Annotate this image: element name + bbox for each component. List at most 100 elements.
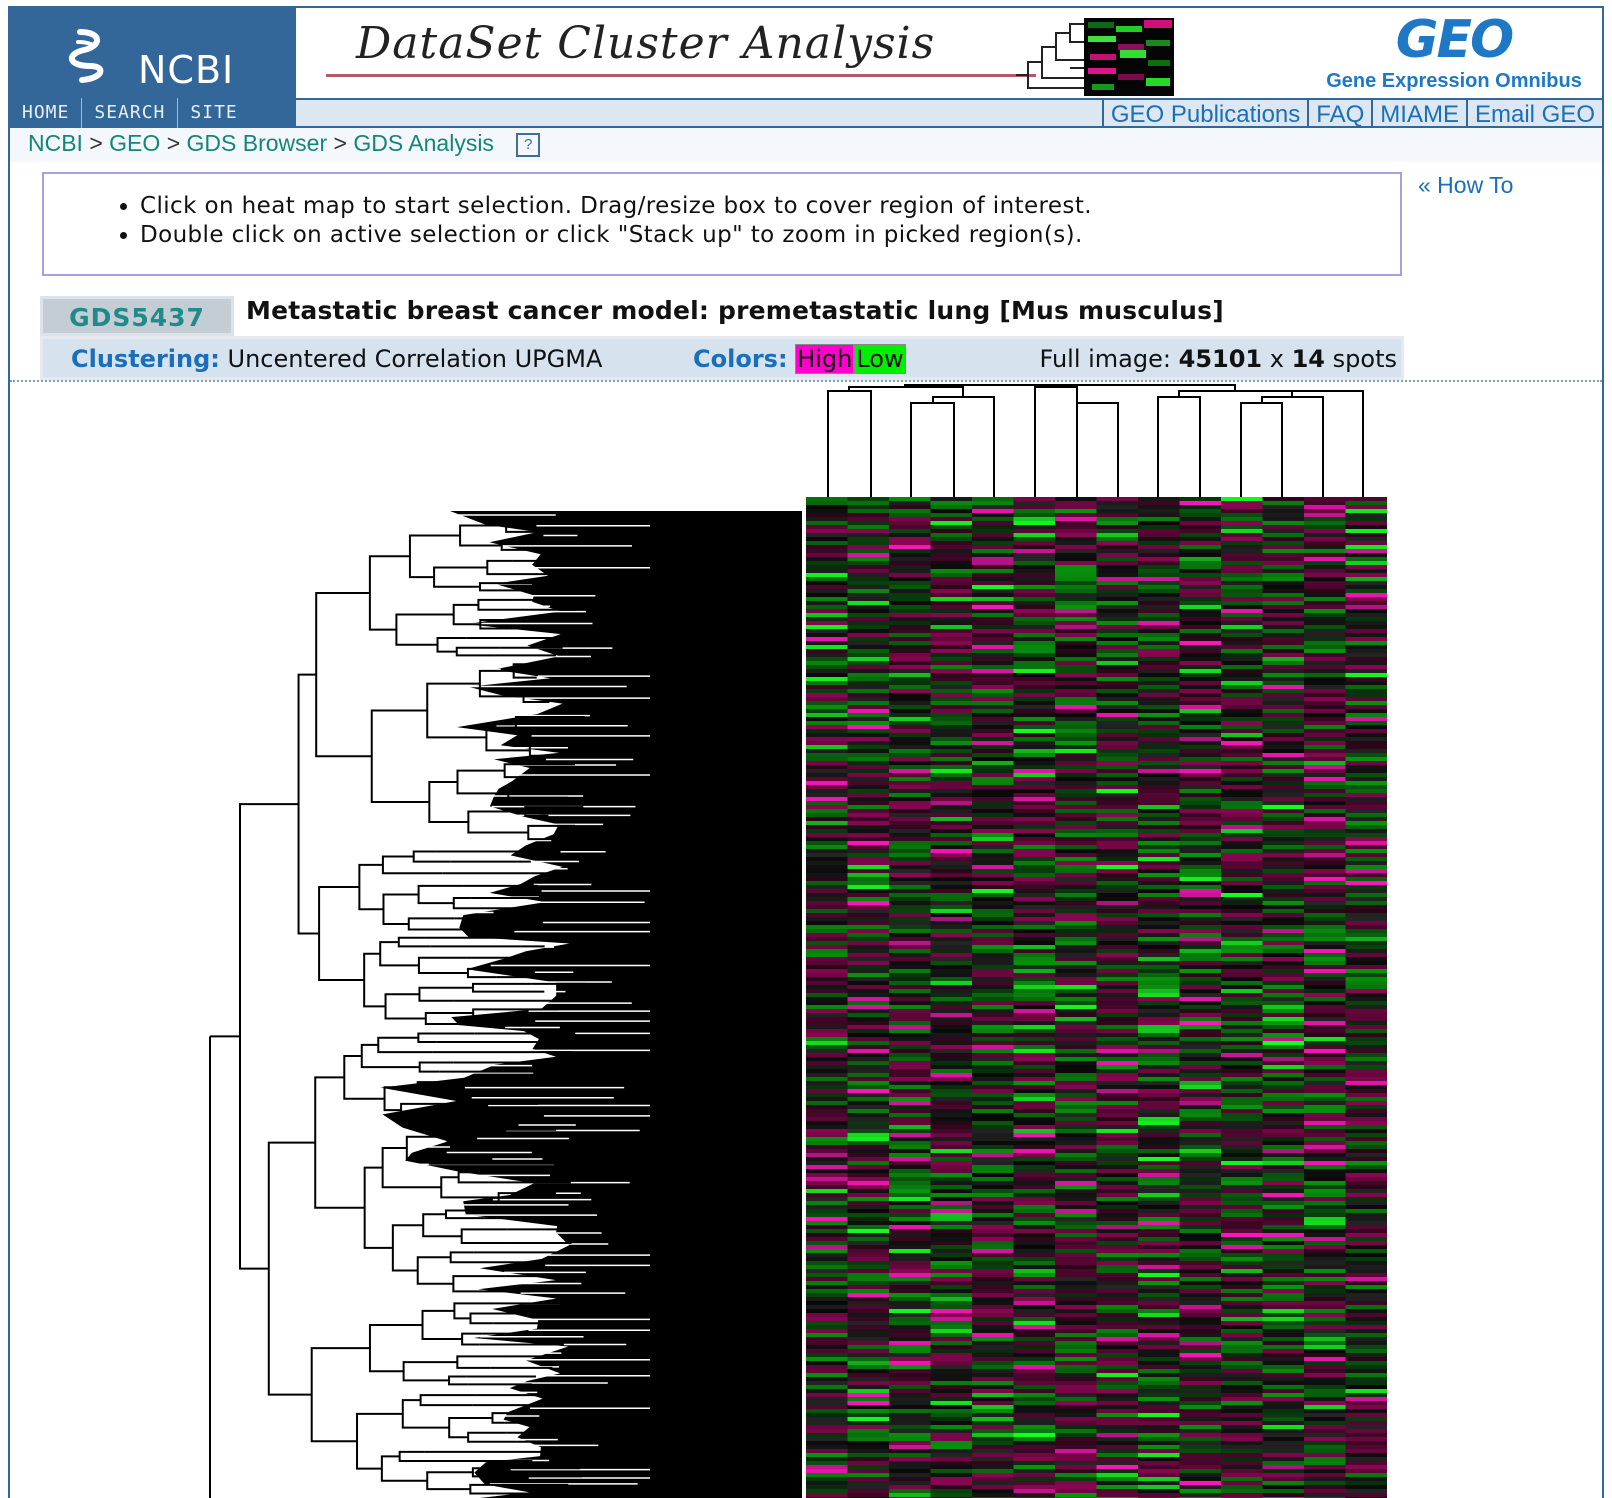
- heatmap-cell: [1096, 581, 1138, 585]
- heatmap-cell: [1221, 1361, 1263, 1365]
- heatmap-cell: [1055, 981, 1097, 985]
- heatmap-cell: [1221, 1017, 1263, 1021]
- link-faq[interactable]: FAQ: [1307, 100, 1371, 128]
- heatmap-cell: [930, 1053, 972, 1057]
- color-high-swatch[interactable]: High: [795, 344, 855, 374]
- heatmap-cell: [1221, 549, 1263, 553]
- heatmap-cell: [1138, 533, 1180, 537]
- ncbi-logo-block[interactable]: NCBI: [10, 8, 296, 98]
- heatmap-cell: [1179, 637, 1221, 641]
- heatmap-cell: [1179, 693, 1221, 697]
- heatmap-cell: [1221, 1389, 1263, 1393]
- heatmap-cell: [1345, 989, 1387, 993]
- nav-search[interactable]: SEARCH: [82, 98, 179, 128]
- geo-logo[interactable]: GEO Gene Expression Omnibus: [1324, 10, 1584, 98]
- heatmap-cell: [889, 525, 931, 529]
- how-to-link[interactable]: « How To: [1418, 172, 1514, 198]
- heatmap-cell: [1179, 941, 1221, 945]
- heatmap-cell: [889, 713, 931, 717]
- heatmap-cell: [972, 1389, 1014, 1393]
- nav-home[interactable]: HOME: [10, 98, 83, 128]
- heatmap-cell: [889, 1425, 931, 1429]
- heatmap-cell: [930, 873, 972, 877]
- heatmap-cell: [1304, 1217, 1346, 1221]
- heatmap-cell: [1304, 1373, 1346, 1377]
- heatmap-cell: [806, 501, 848, 505]
- heatmap-cell: [806, 1273, 848, 1277]
- link-geo-publications[interactable]: GEO Publications: [1101, 100, 1307, 128]
- heatmap-cell: [930, 541, 972, 545]
- heatmap-cell: [1345, 657, 1387, 661]
- heatmap-cell: [1138, 1401, 1180, 1405]
- heatmap-cell: [1179, 1317, 1221, 1321]
- heatmap-cell: [1138, 853, 1180, 857]
- heatmap-cell: [1262, 1177, 1304, 1181]
- heatmap-cell: [930, 529, 972, 533]
- row-branch: [449, 1251, 485, 1264]
- nav-site-map[interactable]: SITE MAP: [190, 102, 238, 153]
- heatmap-cell: [806, 961, 848, 965]
- banner: DataSet Cluster Analysis GEO Gene Expres…: [296, 8, 1602, 98]
- help-icon[interactable]: ?: [516, 133, 541, 157]
- heatmap-cell: [1262, 1405, 1304, 1409]
- heatmap-cell: [1262, 1033, 1304, 1037]
- heatmap-cell: [847, 989, 889, 993]
- heatmap-cell: [1013, 681, 1055, 685]
- link-email-geo[interactable]: Email GEO: [1465, 100, 1602, 128]
- heatmap-cell: [1304, 601, 1346, 605]
- heatmap-cell: [1179, 877, 1221, 881]
- clustering-value[interactable]: Uncentered Correlation UPGMA: [227, 345, 603, 373]
- heatmap-cell: [972, 1081, 1014, 1085]
- crumb-geo[interactable]: GEO: [109, 130, 161, 156]
- heatmap-cell: [1262, 873, 1304, 877]
- cluster-plot[interactable]: [10, 383, 1602, 1498]
- heatmap-cell: [1096, 733, 1138, 737]
- heatmap-cell: [1138, 1345, 1180, 1349]
- heatmap-cell: [1138, 1485, 1180, 1489]
- heatmap-cell: [1013, 1089, 1055, 1093]
- heatmap-cell: [847, 1389, 889, 1393]
- heatmap-cell: [1345, 1037, 1387, 1041]
- heatmap-cell: [930, 509, 972, 513]
- heatmap-cell: [1096, 1337, 1138, 1341]
- heatmap-cell: [1262, 1097, 1304, 1101]
- heatmap-cell: [1096, 1229, 1138, 1233]
- heatmap-cell: [1179, 1249, 1221, 1253]
- heatmap-cell: [889, 1057, 931, 1061]
- heatmap-cell: [1179, 921, 1221, 925]
- heatmap-cell: [972, 1413, 1014, 1417]
- heatmap-cell: [1138, 605, 1180, 609]
- heatmap-cell: [889, 1345, 931, 1349]
- color-low-swatch[interactable]: Low: [854, 344, 906, 374]
- heatmap-cell: [1096, 793, 1138, 797]
- heatmap-cell: [1013, 621, 1055, 625]
- crumb-gds-browser[interactable]: GDS Browser: [186, 130, 328, 156]
- heatmap-cell: [1221, 621, 1263, 625]
- heatmap-cell: [1345, 933, 1387, 937]
- gds-id-tab[interactable]: GDS5437: [40, 296, 234, 336]
- heatmap-cell: [806, 733, 848, 737]
- heatmap-cell: [972, 697, 1014, 701]
- heatmap-cell: [806, 909, 848, 913]
- heatmap[interactable]: [806, 497, 1387, 1498]
- heatmap-cell: [889, 541, 931, 545]
- heatmap-cell: [1304, 1473, 1346, 1477]
- heatmap-cell: [1138, 1381, 1180, 1385]
- heatmap-cell: [1221, 849, 1263, 853]
- heatmap-cell: [1262, 685, 1304, 689]
- crumb-ncbi[interactable]: NCBI: [28, 130, 83, 156]
- heatmap-cell: [1262, 1413, 1304, 1417]
- heatmap-cell: [1179, 1037, 1221, 1041]
- heatmap-cell: [1304, 653, 1346, 657]
- link-miame[interactable]: MIAME: [1371, 100, 1466, 128]
- heatmap-cell: [1304, 785, 1346, 789]
- heatmap-cell: [972, 1249, 1014, 1253]
- crumb-gds-analysis[interactable]: GDS Analysis: [353, 130, 494, 156]
- heatmap-cell: [1221, 729, 1263, 733]
- heatmap-cell: [1013, 1357, 1055, 1361]
- heatmap-cell: [1013, 737, 1055, 741]
- heatmap-cell: [930, 1081, 972, 1085]
- heatmap-cell: [1304, 865, 1346, 869]
- heatmap-cell: [1345, 1281, 1387, 1285]
- heatmap-cell: [1055, 1025, 1097, 1029]
